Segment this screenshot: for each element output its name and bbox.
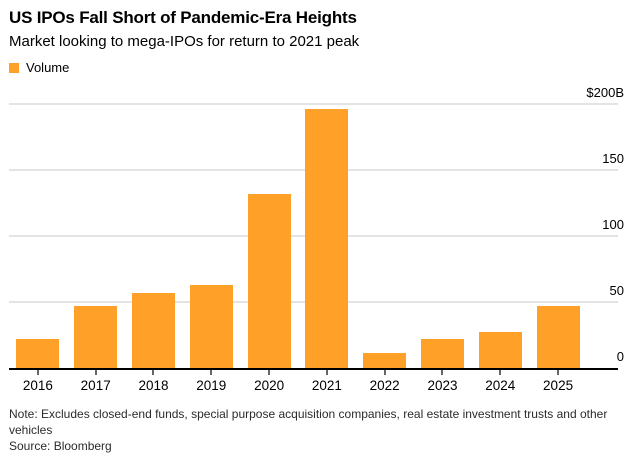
x-tick-label-2020: 2020 (254, 378, 285, 393)
footer-source: Source: Bloomberg (9, 439, 112, 453)
bar-2018 (131, 292, 175, 368)
footer-note: Note: Excludes closed-end funds, special… (9, 407, 608, 437)
bar-slot-2021 (298, 104, 356, 368)
x-tick-2016 (36, 370, 39, 375)
x-slot-2021: 2021 (298, 370, 356, 393)
x-slot-2022: 2022 (356, 370, 414, 393)
y-tick-label-100: 100 (602, 217, 624, 232)
bar-2016 (16, 338, 60, 368)
page-subtitle: Market looking to mega-IPOs for return t… (9, 33, 360, 50)
x-tick-2021 (325, 370, 328, 375)
legend-label-volume: Volume (26, 60, 70, 75)
x-tick-2019 (210, 370, 213, 375)
chart-footer: Note: Excludes closed-end funds, special… (9, 406, 622, 454)
x-tick-label-2021: 2021 (311, 378, 342, 393)
x-tick-2023 (441, 370, 444, 375)
legend: Volume (9, 61, 622, 74)
x-slot-2023: 2023 (414, 370, 472, 393)
x-axis: 2016 2017 2018 2019 2020 2021 2022 2023 2024 2025 (9, 370, 587, 393)
x-tick-label-2023: 2023 (427, 378, 458, 393)
y-tick-label-50: 50 (609, 283, 624, 298)
y-tick-label-150: 150 (602, 151, 624, 166)
x-tick-2024 (499, 370, 502, 375)
bar-2023 (420, 338, 464, 368)
x-tick-label-2018: 2018 (138, 378, 169, 393)
x-tick-2020 (268, 370, 271, 375)
x-slot-2018: 2018 (125, 370, 183, 393)
bar-2024 (478, 332, 522, 368)
bar-slot-2024 (471, 104, 529, 368)
x-tick-label-2022: 2022 (369, 378, 400, 393)
bar-slot-2019 (182, 104, 240, 368)
bar-slot-2017 (67, 104, 125, 368)
x-tick-2022 (383, 370, 386, 375)
x-slot-2025: 2025 (529, 370, 587, 393)
x-tick-label-2025: 2025 (543, 378, 574, 393)
x-tick-2017 (94, 370, 97, 375)
bar-slot-2022 (356, 104, 414, 368)
x-tick-2018 (152, 370, 155, 375)
bar-slot-2025 (529, 104, 587, 368)
bar-2025 (536, 305, 580, 368)
x-slot-2017: 2017 (67, 370, 125, 393)
plot-area: $200B 150 100 50 0 (9, 85, 624, 370)
x-slot-2019: 2019 (182, 370, 240, 393)
x-slot-2024: 2024 (471, 370, 529, 393)
page-title: US IPOs Fall Short of Pandemic-Era Heigh… (9, 8, 357, 27)
bar-slot-2023 (414, 104, 472, 368)
bar-2019 (189, 284, 233, 368)
x-tick-label-2024: 2024 (485, 378, 516, 393)
bar-2017 (74, 305, 118, 368)
bar-slot-2020 (240, 104, 298, 368)
x-tick-label-2016: 2016 (22, 378, 53, 393)
bar-2021 (305, 109, 349, 368)
x-tick-2025 (557, 370, 560, 375)
legend-swatch-volume (9, 62, 19, 73)
x-slot-2016: 2016 (9, 370, 67, 393)
x-tick-label-2019: 2019 (196, 378, 227, 393)
y-tick-label-200: $200B (586, 85, 624, 100)
bar-slot-2016 (9, 104, 67, 368)
x-tick-label-2017: 2017 (80, 378, 111, 393)
bars-container (9, 104, 587, 368)
gridline-200 (9, 103, 618, 105)
bar-2020 (247, 193, 291, 368)
x-slot-2020: 2020 (240, 370, 298, 393)
ipo-volume-bar-chart: $200B 150 100 50 0 2016 2017 2018 2019 2020 2021 2… (9, 85, 624, 393)
bar-slot-2018 (125, 104, 183, 368)
y-tick-label-0: 0 (616, 349, 624, 364)
bar-2022 (363, 353, 407, 368)
